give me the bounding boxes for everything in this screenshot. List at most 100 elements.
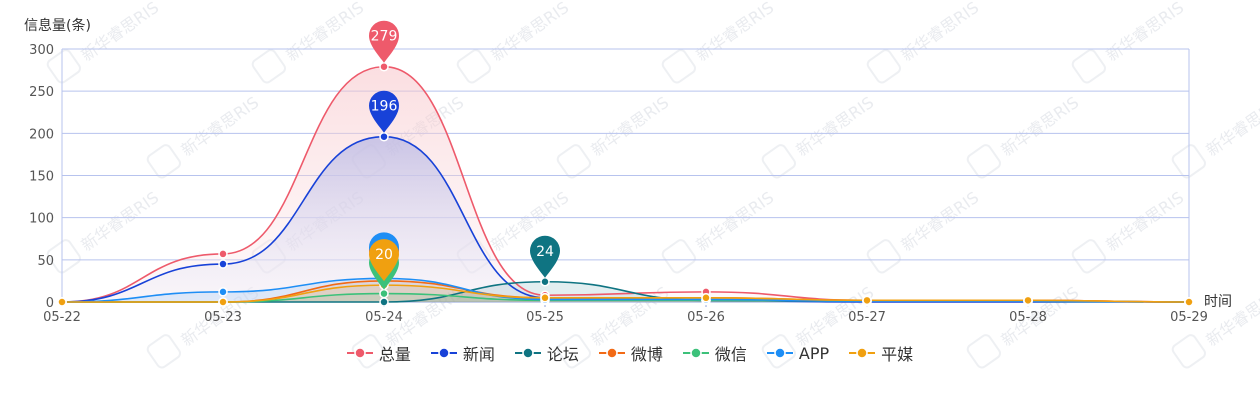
y-tick-label: 300: [29, 43, 54, 58]
watermark: 新华睿思RIS: [251, 0, 367, 84]
data-point: [218, 259, 228, 269]
watermark: 新华睿思RIS: [1071, 188, 1188, 274]
legend-dot: [438, 347, 450, 359]
legend-item[interactable]: 总量: [346, 341, 411, 365]
max-pin: 279: [369, 20, 399, 63]
series-area: [62, 281, 1189, 302]
watermark-logo: [46, 239, 81, 274]
data-point: [540, 293, 550, 303]
x-tick-label: 05-22: [43, 310, 81, 325]
legend-symbol: [766, 347, 793, 359]
legend-label: 平媒: [881, 345, 914, 364]
series-area: [62, 285, 1189, 302]
watermark-logo: [251, 49, 286, 84]
watermark-logo: [556, 144, 591, 179]
legend-label: 微信: [714, 345, 747, 364]
x-tick-label: 05-25: [526, 310, 564, 325]
watermark-text: 新华睿思RIS: [488, 0, 573, 65]
watermark-logo: [761, 144, 796, 179]
watermark-logo: [1071, 239, 1106, 274]
y-tick-label: 150: [29, 170, 54, 185]
watermark-logo: [351, 334, 386, 369]
watermark-logo: [966, 334, 1001, 369]
watermark-logo: [46, 49, 81, 84]
watermark: 新华睿思RIS: [46, 0, 162, 84]
watermark-text: 新华睿思RIS: [283, 0, 368, 65]
chart-legend: 总量 新闻 论坛 微博 微信 APP 平媒: [0, 338, 1260, 368]
watermark-logo: [1071, 49, 1106, 84]
data-point: [57, 297, 67, 307]
watermark-text: 新华睿思RIS: [693, 188, 778, 255]
watermark-text: 新华睿思RIS: [693, 0, 778, 65]
legend-symbol: [346, 347, 373, 359]
max-pin-label: 196: [371, 99, 398, 115]
series-areas: [62, 66, 1189, 303]
series-area: [62, 136, 1189, 302]
max-pin-shape: [369, 239, 399, 282]
watermark: 新华睿思RIS: [1071, 0, 1187, 84]
legend-dot: [354, 347, 366, 359]
data-point: [379, 288, 389, 299]
watermark-logo: [761, 334, 796, 369]
x-tick-label: 05-28: [1009, 310, 1047, 325]
x-tick-label: 05-29: [1170, 310, 1208, 325]
watermark-text: 新华睿思RIS: [1103, 0, 1188, 65]
legend-symbol: [682, 347, 709, 359]
data-point: [218, 287, 228, 297]
legend-item[interactable]: 平媒: [849, 341, 913, 365]
legend-label: 新闻: [462, 345, 495, 364]
legend-dot: [856, 347, 868, 359]
watermark-text: 新华睿思RIS: [1103, 188, 1188, 255]
legend-dot: [606, 347, 618, 359]
legend-symbol: [598, 347, 625, 359]
series-area: [62, 293, 1189, 302]
y-tick-label: 250: [29, 85, 54, 100]
x-tick-label: 05-26: [687, 310, 725, 325]
watermark-logo: [661, 49, 696, 84]
watermark: 新华睿思RIS: [661, 188, 778, 274]
data-point: [1023, 295, 1033, 306]
x-tick-label: 05-24: [365, 310, 403, 325]
max-pin-label: 20: [375, 247, 393, 263]
legend-label: APP: [798, 343, 830, 363]
legend-label: 总量: [378, 345, 411, 364]
max-pin-shape: [530, 235, 560, 278]
legend-item[interactable]: 微博: [598, 341, 663, 365]
legend-item[interactable]: 新闻: [430, 341, 495, 365]
legend-dot: [774, 347, 786, 359]
legend-item[interactable]: APP: [766, 343, 830, 363]
max-pin-shape: [369, 90, 399, 133]
watermark-logo: [146, 334, 181, 369]
max-pin-label: 24: [536, 244, 554, 260]
watermark-text: 新华睿思RIS: [998, 93, 1083, 160]
max-pin: 24: [530, 235, 560, 278]
legend-symbol: [849, 347, 876, 359]
legend-dot: [522, 347, 534, 359]
watermark-logo: [866, 239, 901, 274]
legend-label: 微博: [630, 345, 663, 364]
watermark-logo: [456, 49, 491, 84]
series-line: [61, 277, 1190, 303]
watermark: 新华睿思RIS: [456, 0, 572, 84]
legend-item[interactable]: 论坛: [514, 341, 579, 365]
x-tick-label: 05-23: [204, 310, 242, 325]
watermark-logo: [661, 239, 696, 274]
legend-symbol: [430, 347, 457, 359]
watermark-logo: [966, 144, 1001, 179]
watermark-text: 新华睿思RIS: [898, 0, 983, 65]
legend-label: 论坛: [546, 345, 579, 364]
legend-item[interactable]: 微信: [682, 341, 747, 365]
data-point: [379, 297, 389, 307]
watermark: 新华睿思RIS: [866, 0, 982, 84]
watermark-logo: [556, 334, 591, 369]
y-tick-label: 50: [37, 254, 54, 269]
y-tick-label: 200: [29, 127, 54, 142]
watermark: 新华睿思RIS: [661, 0, 777, 84]
y-tick-label: 100: [29, 212, 54, 227]
watermark-text: 新华睿思RIS: [78, 188, 163, 255]
series-area: [62, 278, 1189, 302]
y-axis-title: 信息量(条): [24, 17, 91, 34]
max-pin: 196: [369, 90, 399, 133]
series-points: [57, 61, 1194, 307]
